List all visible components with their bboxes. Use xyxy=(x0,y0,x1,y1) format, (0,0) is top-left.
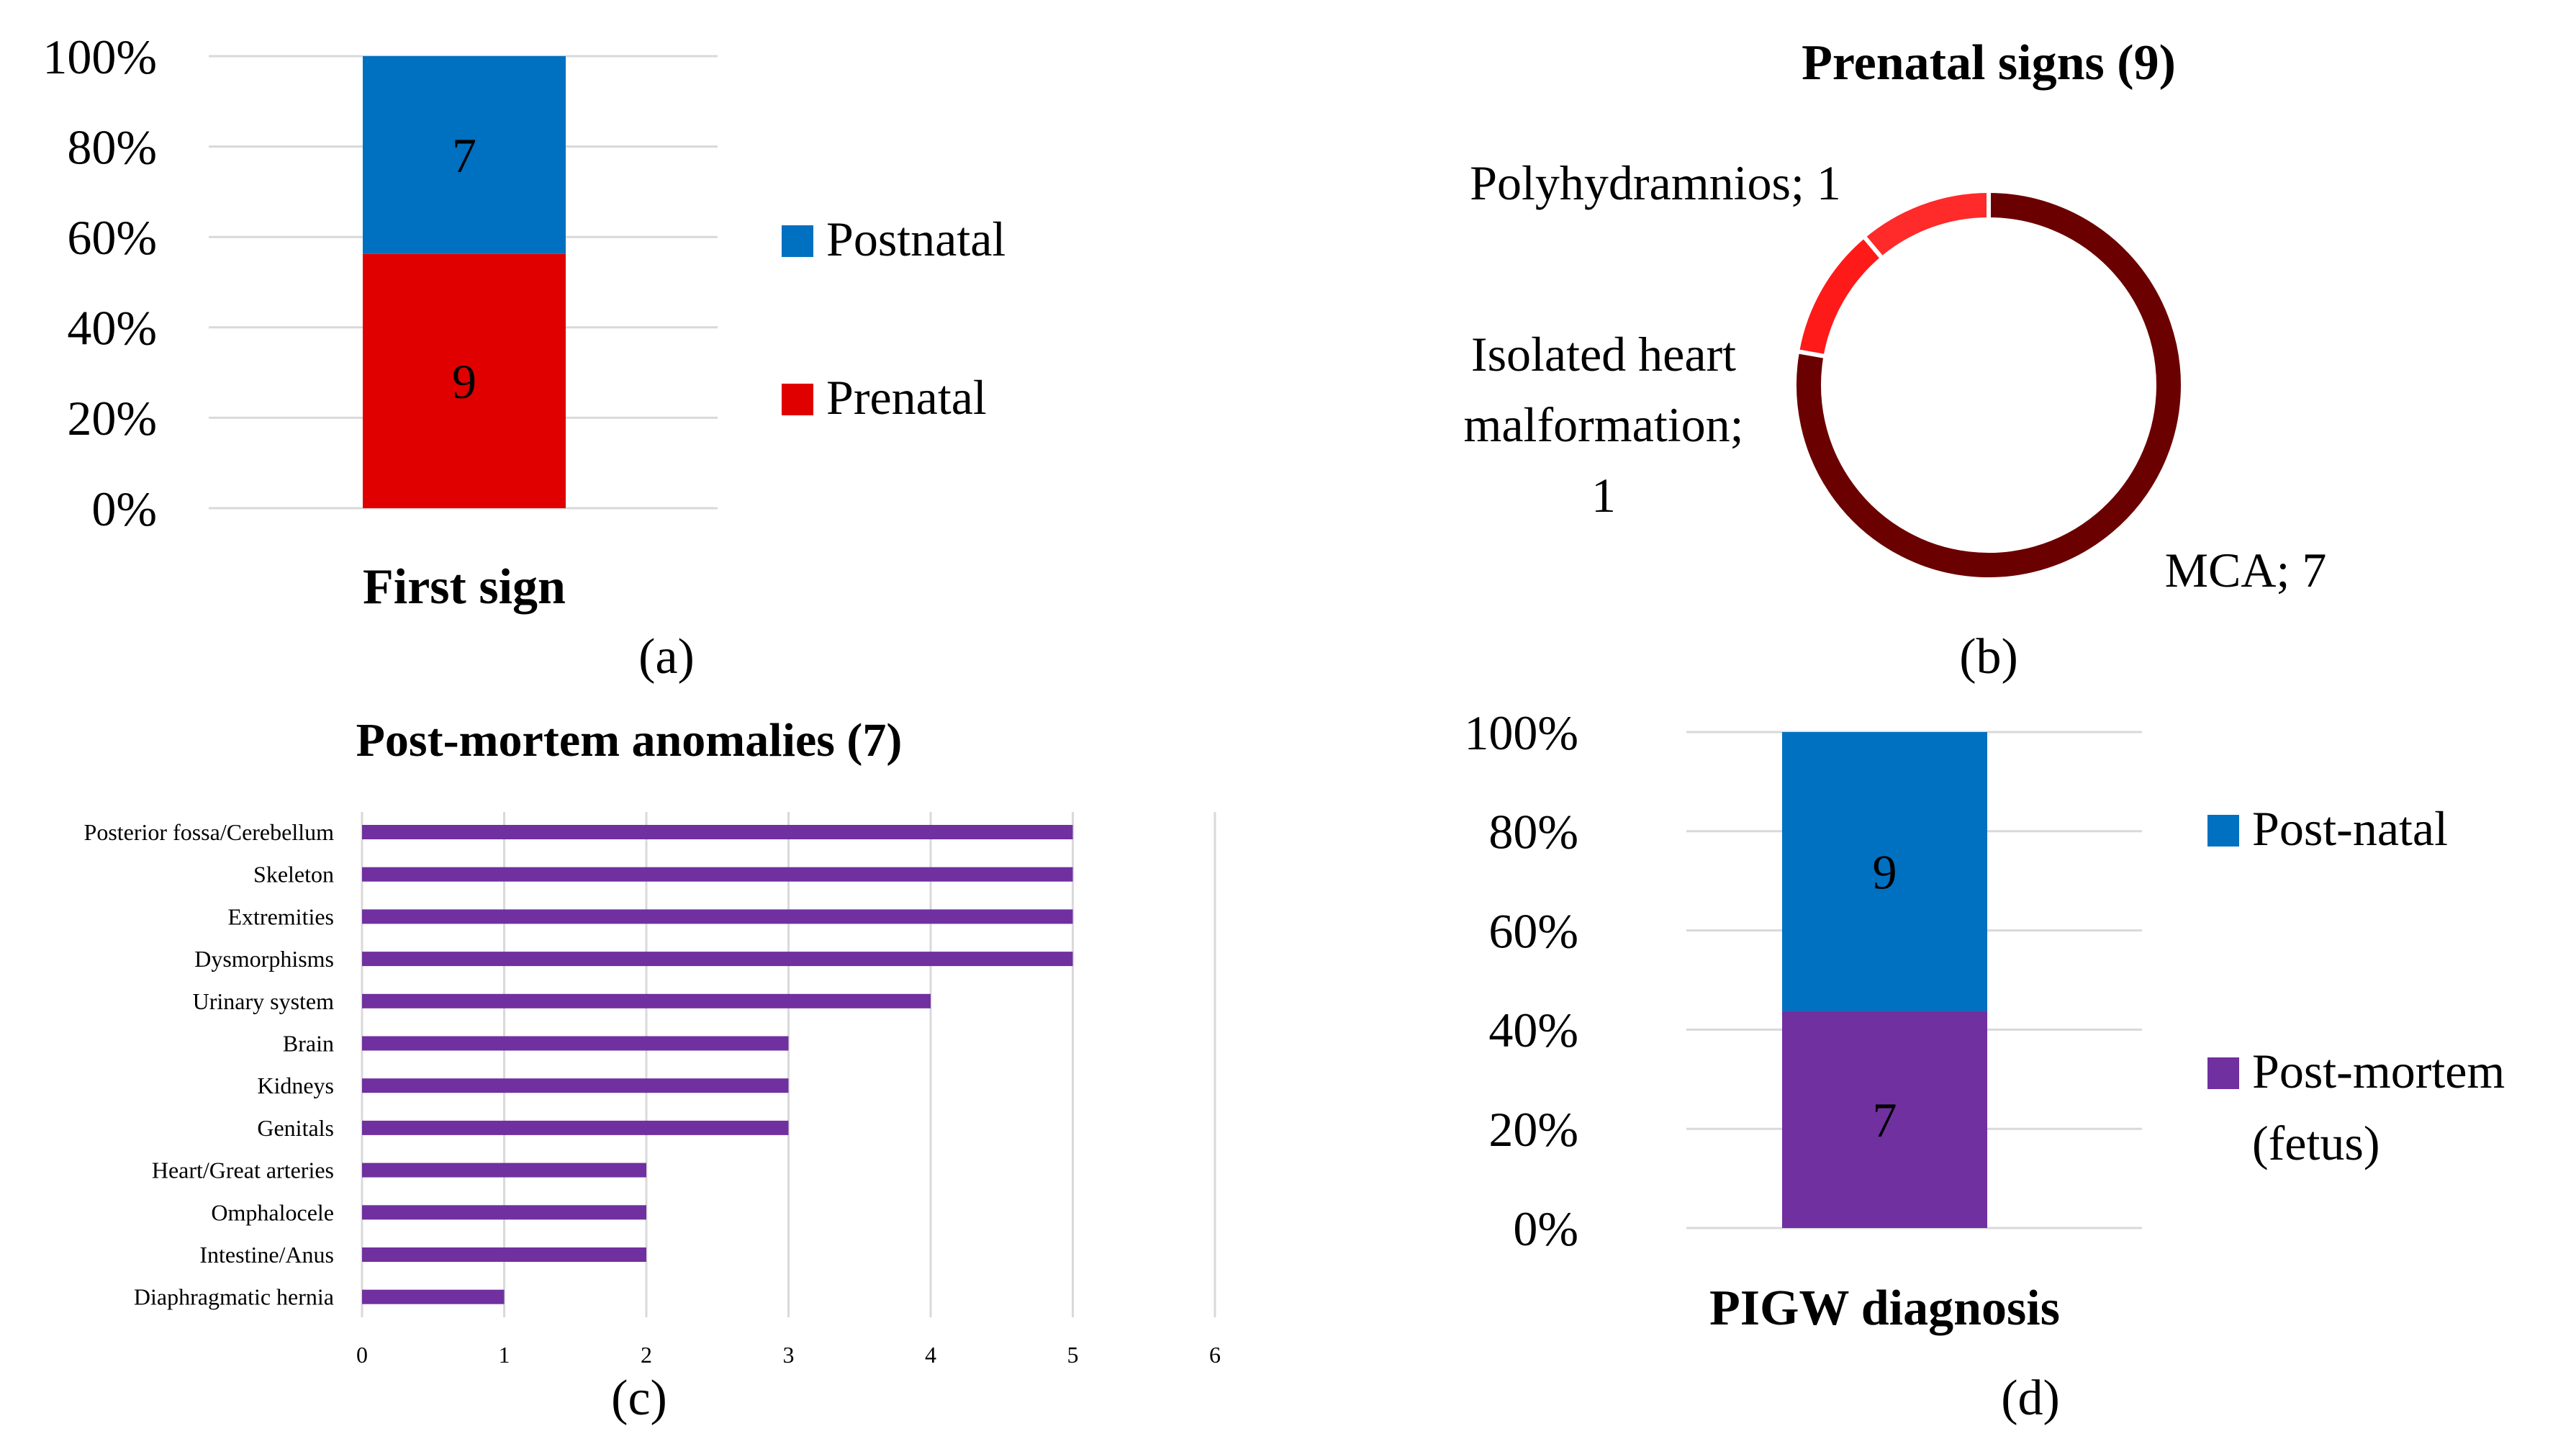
y-tick-label: 0% xyxy=(91,482,157,536)
data-label: 9 xyxy=(452,354,476,409)
x-tick-label: 3 xyxy=(783,1342,795,1368)
legend-label: (fetus) xyxy=(2252,1116,2380,1170)
chart-d-pigw-diagnosis: 0% 20% 40% 60% 80% 100% 7 9 PIGW diagnosis Post-n… xyxy=(1464,705,2505,1336)
y-tick-label: 80% xyxy=(1488,805,1578,859)
bar-segment-post-mortem-fetus- xyxy=(1782,1011,1987,1228)
bar xyxy=(362,867,1073,882)
category-label: Genitals xyxy=(257,1115,334,1141)
x-tick-label: 2 xyxy=(641,1342,652,1368)
bar xyxy=(362,1247,646,1262)
chart-a-first-sign: 0% 20% 40% 60% 80% 100% 9 7 First sign Postnatal P… xyxy=(42,30,1005,615)
chart-c-post-mortem-anomalies: Post-mortem anomalies (7) 0 1 2 3 4 5 6 Posterio… xyxy=(84,714,1221,1368)
category-label: Posterior fossa/Cerebellum xyxy=(84,819,335,845)
y-tick-label: 40% xyxy=(1488,1003,1578,1057)
panel-label-a: (a) xyxy=(638,629,695,685)
slice-label-heart: 1 xyxy=(1591,468,1616,523)
bar xyxy=(362,1078,789,1093)
slice-label-heart: malformation; xyxy=(1463,397,1743,452)
panel-label-c: (c) xyxy=(611,1371,667,1426)
category-label: Diaphragmatic hernia xyxy=(134,1284,334,1310)
category-label: Heart/Great arteries xyxy=(152,1157,334,1183)
x-tick-label: 0 xyxy=(356,1342,368,1368)
category-label: Urinary system xyxy=(193,988,335,1014)
legend-swatch xyxy=(2207,815,2239,847)
chart-title: Post-mortem anomalies (7) xyxy=(356,714,903,767)
bar xyxy=(362,909,1073,924)
chart-b-prenatal-signs: Prenatal signs (9) MCA; 7 Isolated heart ma… xyxy=(1463,35,2326,597)
y-tick-label: 80% xyxy=(67,119,157,174)
category-label: First sign xyxy=(363,559,566,615)
bar xyxy=(362,993,931,1008)
bar-segment-prenatal xyxy=(363,253,566,508)
category-label: PIGW diagnosis xyxy=(1709,1281,2060,1336)
legend-swatch xyxy=(782,225,813,257)
data-label: 9 xyxy=(1873,845,1897,900)
panel-label-d: (d) xyxy=(2001,1371,2060,1426)
category-label: Extremities xyxy=(227,903,334,929)
category-label: Kidneys xyxy=(257,1073,334,1098)
x-tick-label: 1 xyxy=(499,1342,510,1368)
legend-label: Post-natal xyxy=(2252,801,2448,856)
y-tick-label: 60% xyxy=(1488,903,1578,958)
bar xyxy=(362,1036,789,1051)
panel-label-b: (b) xyxy=(1959,629,2018,685)
legend-label: Post-mortem xyxy=(2252,1044,2505,1098)
y-tick-label: 100% xyxy=(1464,705,1578,760)
bar xyxy=(362,825,1073,839)
y-tick-label: 60% xyxy=(67,210,157,265)
bar xyxy=(362,1289,505,1304)
y-tick-label: 40% xyxy=(67,301,157,356)
legend-label: Prenatal xyxy=(826,370,987,425)
y-tick-label: 100% xyxy=(42,30,157,84)
data-label: 7 xyxy=(1873,1093,1897,1147)
legend-label: Postnatal xyxy=(826,212,1005,266)
y-tick-label: 0% xyxy=(1513,1201,1578,1256)
bar-segment-postnatal xyxy=(363,56,566,254)
category-label: Brain xyxy=(283,1031,334,1057)
chart-title: Prenatal signs (9) xyxy=(1802,35,2176,91)
bar xyxy=(362,952,1073,967)
x-tick-label: 4 xyxy=(925,1342,936,1368)
donut-slice-1 xyxy=(1794,233,1886,359)
legend-swatch xyxy=(2207,1057,2239,1089)
category-label: Omphalocele xyxy=(211,1199,334,1225)
donut-slice-2 xyxy=(1861,188,1991,262)
y-tick-label: 20% xyxy=(67,391,157,446)
category-label: Skeleton xyxy=(253,862,334,888)
slice-label-polyhydramnios: Polyhydramnios; 1 xyxy=(1470,155,1841,210)
data-label: 7 xyxy=(452,128,476,183)
bar-segment-post-natal xyxy=(1782,732,1987,1011)
slice-label-mca: MCA; 7 xyxy=(2165,543,2327,597)
category-label: Intestine/Anus xyxy=(199,1242,334,1268)
bar xyxy=(362,1205,646,1220)
bar xyxy=(362,1120,789,1135)
bar xyxy=(362,1163,646,1178)
slice-label-heart: Isolated heart xyxy=(1471,327,1736,382)
donut-slice-0 xyxy=(1792,188,2185,582)
x-tick-label: 6 xyxy=(1209,1342,1221,1368)
x-tick-label: 5 xyxy=(1067,1342,1079,1368)
category-label: Dysmorphisms xyxy=(194,946,334,972)
y-tick-label: 20% xyxy=(1488,1102,1578,1157)
legend-swatch xyxy=(782,384,813,415)
